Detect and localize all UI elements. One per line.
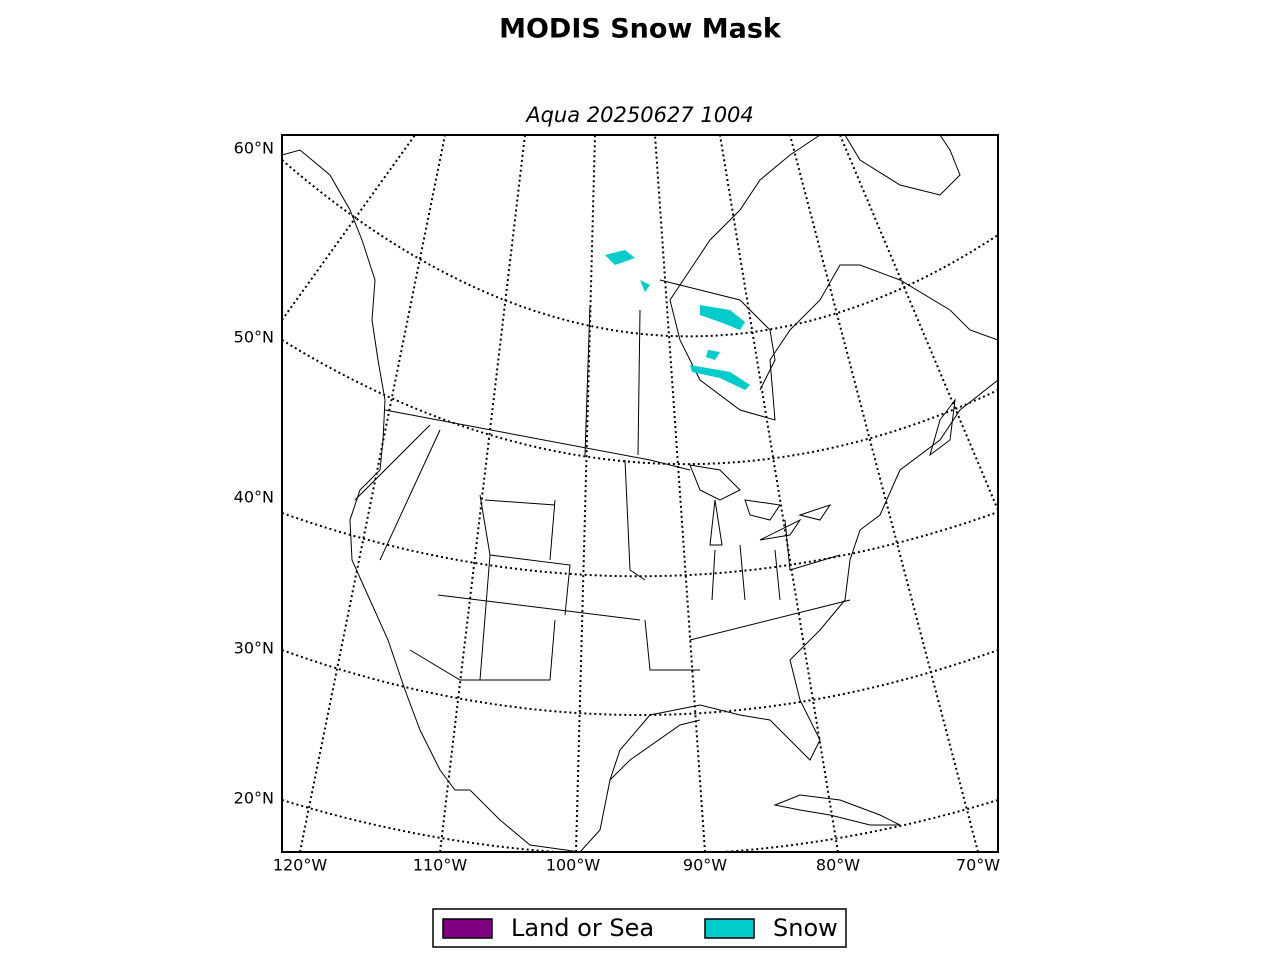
meridian xyxy=(299,135,446,852)
parallel xyxy=(282,159,998,338)
legend-label: Snow xyxy=(773,914,838,942)
longitude-label: 120°W xyxy=(273,856,328,875)
legend-label: Land or Sea xyxy=(511,914,654,942)
map-background xyxy=(282,135,998,852)
borders xyxy=(354,304,851,681)
legend-box xyxy=(432,908,847,948)
continent-outline xyxy=(282,135,998,852)
latitude-label: 40°N xyxy=(234,488,274,507)
subtitle: Aqua 20250627 1004 xyxy=(524,103,754,127)
longitude-label: 70°W xyxy=(956,856,1000,875)
coastlines xyxy=(282,135,998,852)
snow-cover xyxy=(605,250,750,390)
newfoundland xyxy=(929,398,956,457)
great-lakes xyxy=(689,464,832,546)
snow-patch xyxy=(640,280,650,292)
parallel xyxy=(282,649,998,716)
snow-patch xyxy=(700,305,745,330)
latitude-label: 50°N xyxy=(234,328,274,347)
gulf-of-mexico xyxy=(609,719,701,781)
longitude-label: 90°W xyxy=(683,856,727,875)
snow-patch xyxy=(706,350,720,360)
snow-patch xyxy=(605,250,635,265)
longitude-label: 100°W xyxy=(546,856,601,875)
latitude-label: 30°N xyxy=(234,639,274,658)
latitude-label: 20°N xyxy=(234,789,274,808)
title: MODIS Snow Mask xyxy=(499,14,782,45)
meridian xyxy=(439,135,526,852)
parallel xyxy=(282,339,998,466)
greenland xyxy=(844,135,961,196)
legend-swatch xyxy=(704,918,755,939)
longitude-label: 80°W xyxy=(816,856,860,875)
meridian xyxy=(789,135,979,852)
snow-patch xyxy=(690,365,750,390)
graticule xyxy=(282,135,998,852)
legend-swatch xyxy=(442,918,493,939)
map-body xyxy=(282,135,998,852)
map-frame xyxy=(281,134,999,853)
latitude-label: 60°N xyxy=(234,139,274,158)
longitude-label: 110°W xyxy=(413,856,468,875)
meridian xyxy=(719,135,839,852)
parallel xyxy=(282,511,998,578)
parallel xyxy=(282,799,998,852)
hudson-bay xyxy=(659,279,776,391)
